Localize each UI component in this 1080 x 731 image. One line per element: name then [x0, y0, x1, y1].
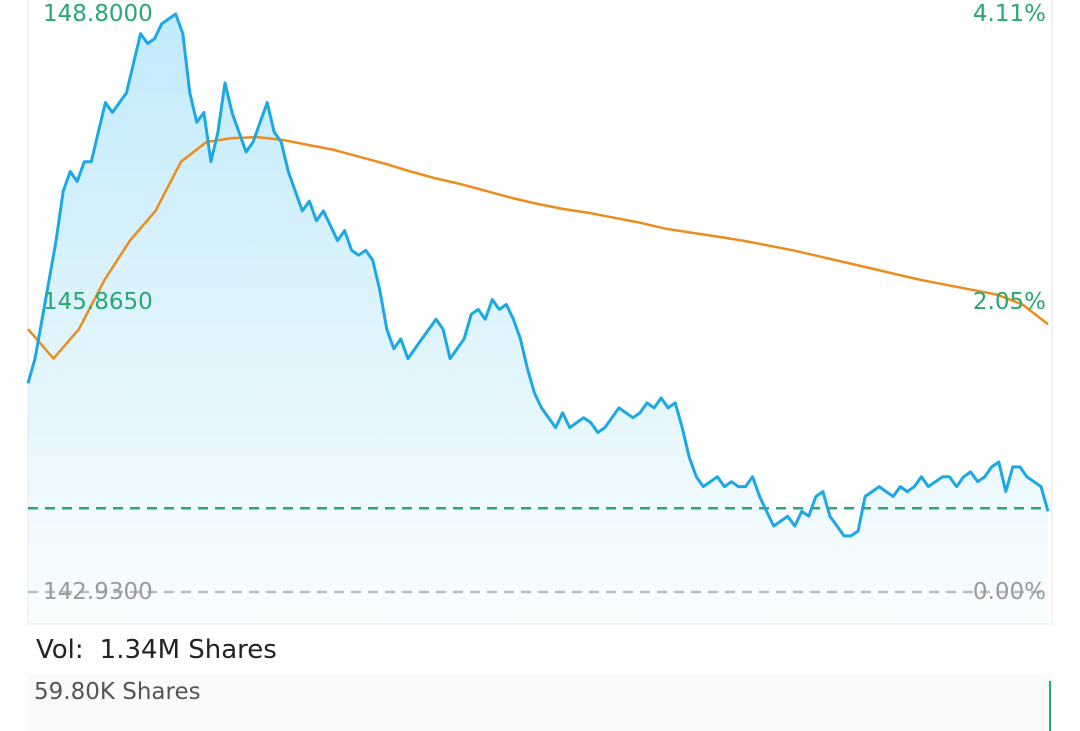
- volume-key-label: Vol:: [36, 635, 84, 665]
- volume-bar: [1049, 681, 1051, 731]
- percent-label-high: 4.11%: [972, 1, 1046, 27]
- percent-label-low: 0.00%: [972, 579, 1046, 605]
- chart-plot[interactable]: [0, 0, 1080, 625]
- volume-summary-bar: Vol: 1.34M Shares: [28, 625, 1052, 675]
- volume-value: 1.34M Shares: [99, 635, 277, 665]
- percent-label-mid: 2.05%: [972, 289, 1046, 315]
- price-line: [26, 12, 1050, 538]
- intraday-chart[interactable]: 148.8000 4.11% 145.8650 2.05% 142.9300 0…: [0, 0, 1080, 625]
- price-label-low: 142.9300: [43, 579, 153, 605]
- price-label-mid: 145.8650: [43, 289, 153, 315]
- volume-chart[interactable]: 59.80K Shares: [28, 675, 1052, 731]
- price-area-fill: [28, 14, 1048, 624]
- average-price-line: [27, 135, 1049, 360]
- volume-summary: Vol: 1.34M Shares: [36, 635, 277, 665]
- price-label-high: 148.8000: [43, 1, 153, 27]
- volume-max-label: 59.80K Shares: [34, 679, 201, 705]
